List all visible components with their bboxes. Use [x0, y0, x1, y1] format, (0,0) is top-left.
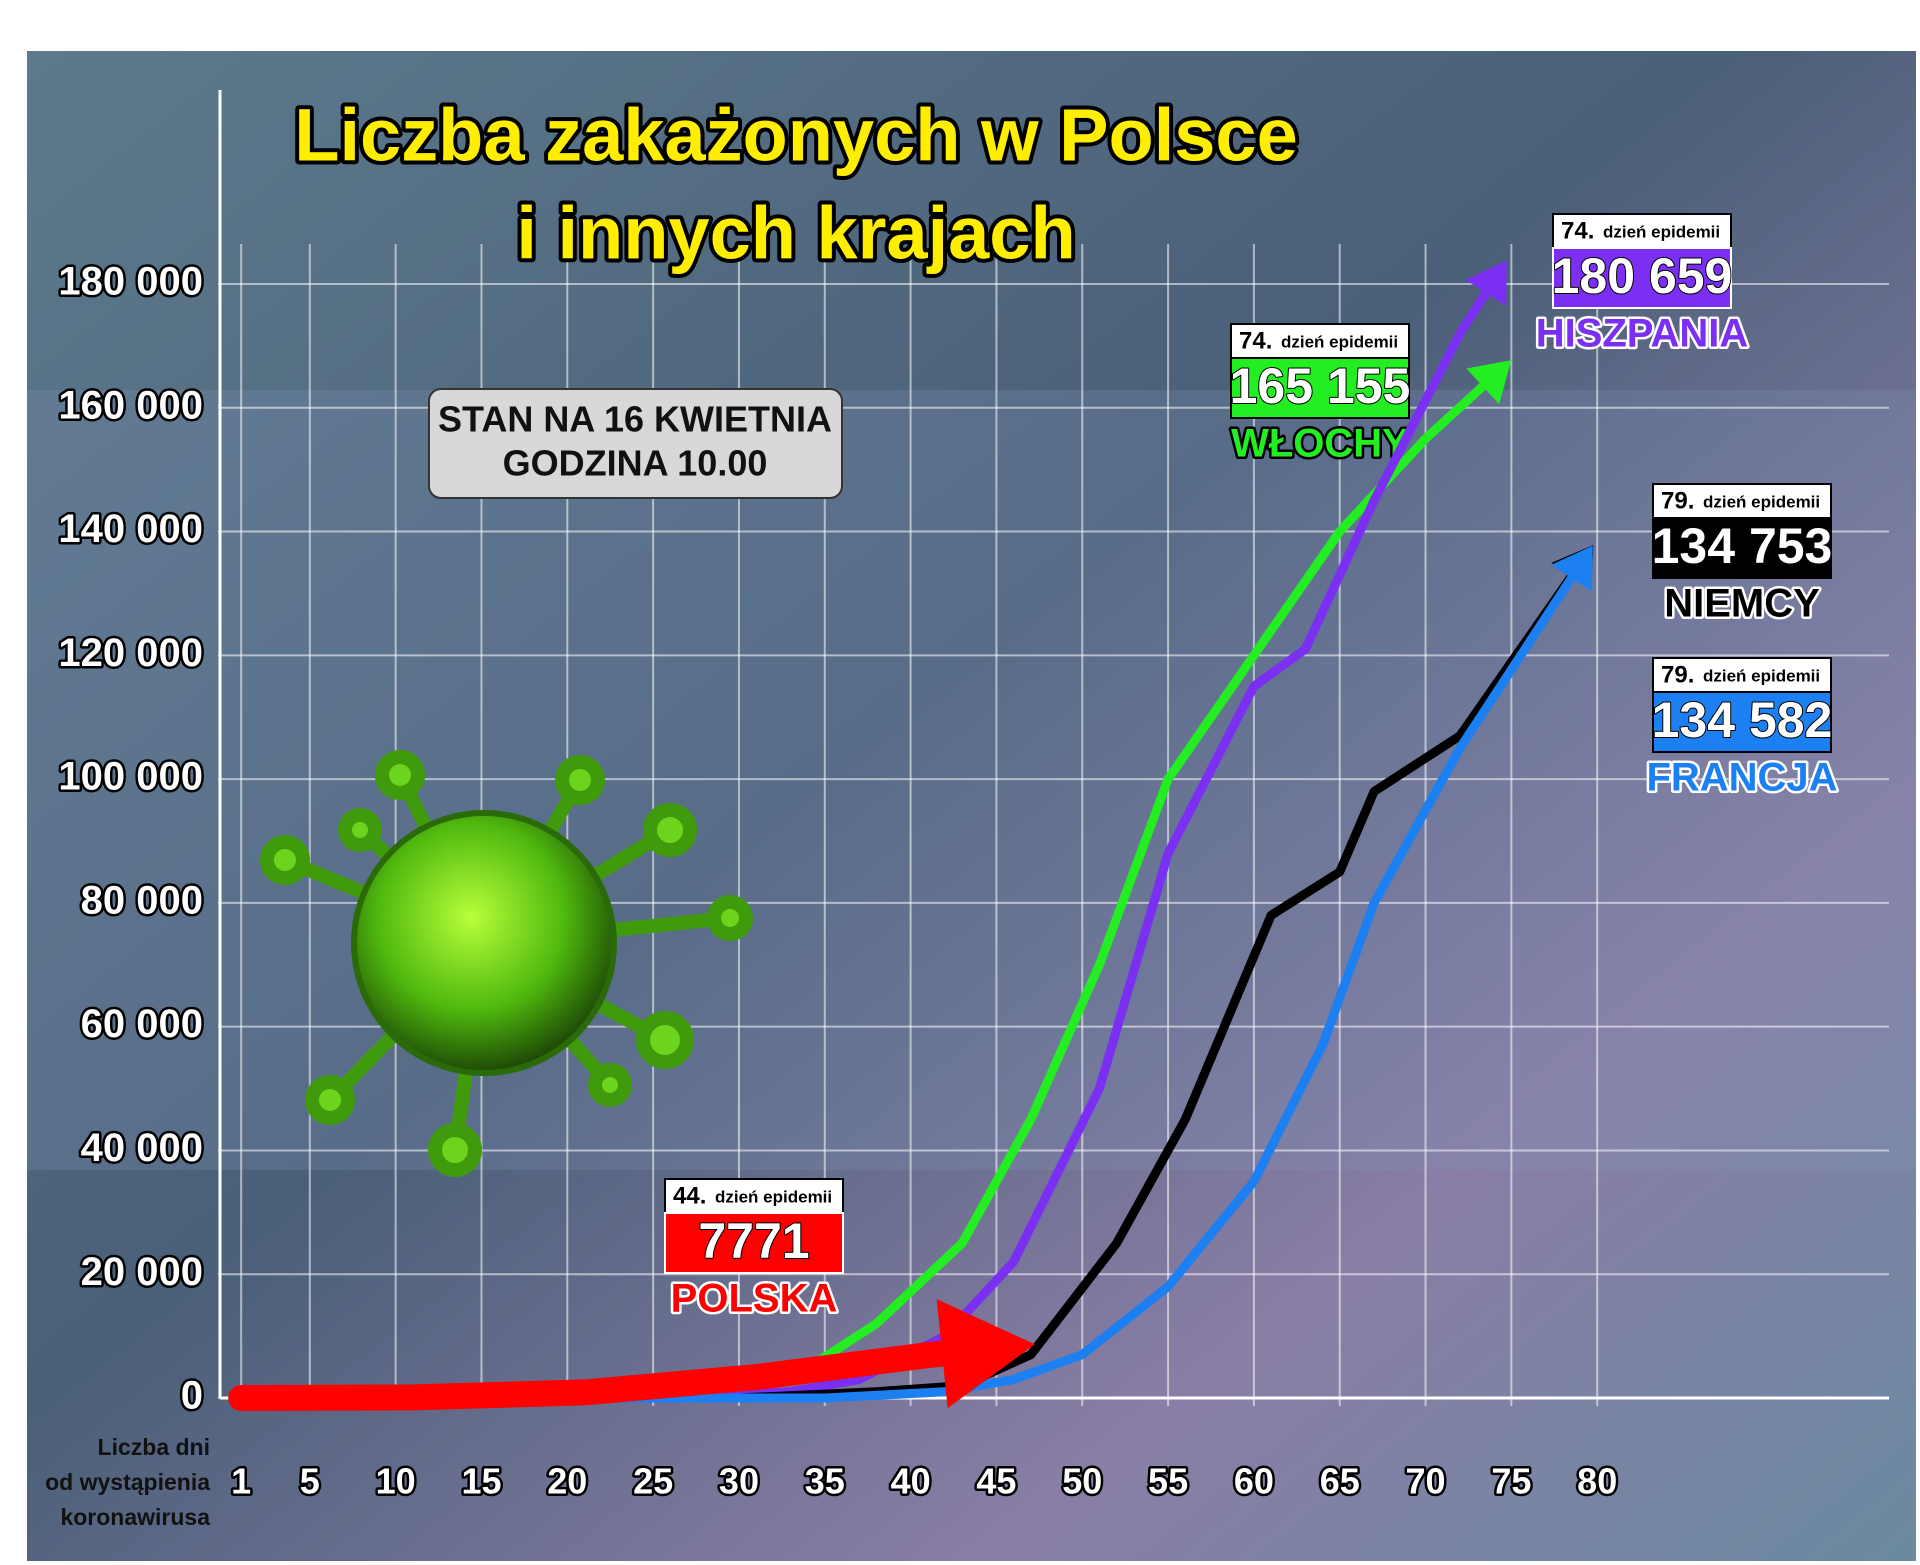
y-tick-label: 60 000: [81, 1002, 203, 1046]
annotation-value-box: [1552, 247, 1732, 309]
annotation-day: 74.: [1561, 217, 1594, 244]
x-tick-label: 40: [891, 1461, 931, 1502]
chart-title: i innych krajach: [516, 192, 1075, 275]
annotation: 79. dzień epidemii 134 582 FRANCJA: [1644, 657, 1840, 802]
annotation-value-box: [1652, 517, 1832, 579]
x-tick-label: 5: [300, 1461, 320, 1502]
stamp-line: STAN NA 16 KWIETNIA: [438, 399, 832, 440]
y-tick-label: 180 000: [58, 260, 203, 304]
annotation-value-box: [1652, 691, 1832, 753]
stamp-line: GODZINA 10.00: [503, 443, 768, 484]
annotation-day: 79.: [1661, 487, 1694, 514]
x-tick-label: 60: [1234, 1461, 1274, 1502]
y-tick-label: 100 000: [58, 755, 203, 799]
y-tick-label: 20 000: [81, 1250, 203, 1294]
x-axis-label: koronawirusa: [60, 1504, 210, 1530]
series-line: [236, 560, 1585, 1403]
series-line: [228, 1336, 993, 1411]
arrow-head: [1551, 545, 1593, 592]
x-tick-label: 50: [1062, 1461, 1102, 1502]
legend-name: HISZPANIA: [1536, 312, 1749, 356]
y-tick-label: 0: [181, 1374, 203, 1418]
annotation: 74. dzień epidemii 180 659 HISZPANIA: [1533, 213, 1751, 358]
annotation-value: 7771: [698, 1213, 809, 1269]
y-tick-label: 40 000: [81, 1126, 203, 1170]
x-tick-label: 35: [805, 1461, 845, 1502]
annotation-text: dzień epidemii: [715, 1187, 832, 1206]
legend-name: POLSKA: [671, 1277, 838, 1321]
annotation-value: 180 659: [1552, 248, 1733, 304]
annotation-value: 134 582: [1652, 692, 1833, 748]
annotation: 79. dzień epidemii 134 753 NIEMCY: [1652, 483, 1833, 628]
y-tick-label: 160 000: [58, 383, 203, 427]
legend-name: WŁOCHY: [1231, 422, 1409, 466]
x-tick-label: 1: [231, 1461, 251, 1502]
x-tick-label: 30: [719, 1461, 759, 1502]
annotation-value-box: [1230, 357, 1410, 419]
x-tick-label: 80: [1577, 1461, 1617, 1502]
stamp: STAN NA 16 KWIETNIA GODZINA 10.00: [428, 388, 843, 499]
y-tick-label: 120 000: [58, 631, 203, 675]
annotation: 74. dzień epidemii 165 155 WŁOCHY: [1229, 323, 1412, 468]
x-tick-label: 70: [1406, 1461, 1446, 1502]
virus-illustration: [260, 750, 753, 1177]
annotation-day: 44.: [673, 1182, 706, 1209]
annotation-day-box: [664, 1178, 844, 1214]
annotation-text: dzień epidemii: [1703, 666, 1820, 685]
x-tick-label: 20: [547, 1461, 587, 1502]
legend-name: FRANCJA: [1646, 756, 1837, 800]
arrow-head: [936, 1299, 1035, 1409]
annotation-text: dzień epidemii: [1603, 222, 1720, 241]
annotation-text: dzień epidemii: [1703, 492, 1820, 511]
x-axis-label: od wystąpienia: [45, 1469, 210, 1495]
annotation-value-box: [664, 1212, 844, 1274]
x-tick-label: 75: [1491, 1461, 1531, 1502]
x-tick-label: 15: [461, 1461, 501, 1502]
arrow-head: [1466, 360, 1512, 405]
annotation-day: 79.: [1661, 661, 1694, 688]
annotation: 44. dzień epidemii 7771 POLSKA: [664, 1178, 844, 1323]
y-tick-label: 140 000: [58, 507, 203, 551]
x-tick-label: 65: [1320, 1461, 1360, 1502]
x-axis-label: Liczba dni: [98, 1434, 210, 1460]
x-tick-label: 10: [376, 1461, 416, 1502]
legend-name: NIEMCY: [1664, 582, 1820, 626]
x-tick-label: 45: [976, 1461, 1016, 1502]
stamp-box: [428, 388, 843, 499]
annotation-value: 134 753: [1652, 518, 1833, 574]
x-tick-label: 55: [1148, 1461, 1188, 1502]
annotation-day: 74.: [1239, 327, 1272, 354]
annotation-value: 165 155: [1230, 358, 1411, 414]
y-tick-label: 80 000: [81, 878, 203, 922]
annotation-text: dzień epidemii: [1281, 332, 1398, 351]
chart-title: Liczba zakażonych w Polsce: [294, 94, 1297, 177]
arrow-head: [1465, 260, 1507, 307]
x-tick-label: 25: [633, 1461, 673, 1502]
